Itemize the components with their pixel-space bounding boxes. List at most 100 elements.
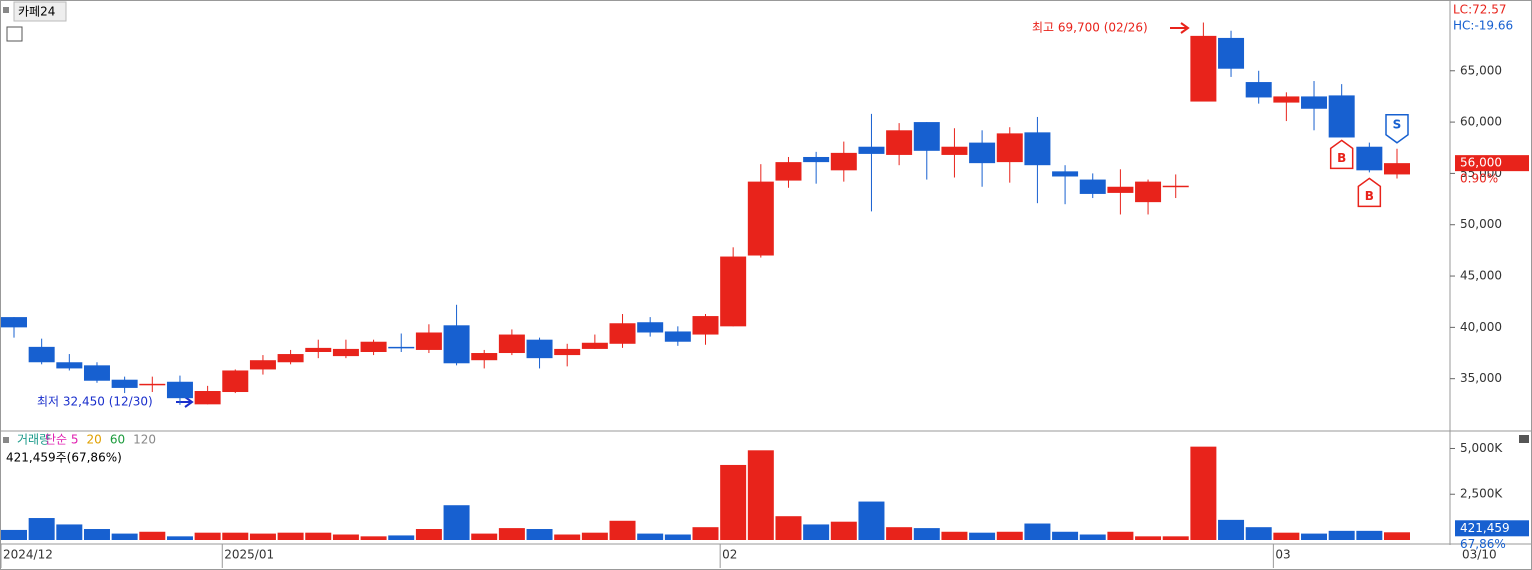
volume-bar — [1190, 446, 1217, 540]
hc-label: HC:-19.66 — [1453, 19, 1513, 33]
candle-body — [388, 346, 415, 349]
volume-bar — [1384, 532, 1410, 540]
volume-bar — [1024, 523, 1051, 540]
volume-title: 거래량 — [17, 433, 50, 447]
candle-body — [1301, 96, 1328, 109]
volume-bar — [332, 534, 359, 540]
candle-body — [637, 322, 664, 333]
volume-bar — [305, 532, 332, 540]
candle-body — [305, 347, 332, 352]
candle-body — [139, 383, 166, 386]
candle-body — [360, 341, 387, 352]
legend-entry: 120 — [133, 433, 156, 447]
candle-body — [443, 325, 470, 364]
volume-bar — [720, 464, 747, 540]
candle-body — [1384, 163, 1410, 175]
candle-body — [1273, 96, 1300, 103]
date-label: 03/10 — [1462, 548, 1497, 562]
candle-body — [996, 133, 1023, 163]
volume-bar — [222, 532, 249, 540]
last-volume-label: 421,459 — [1460, 521, 1510, 535]
candle-body — [858, 146, 885, 154]
y-tick-label: 35,000 — [1460, 371, 1502, 385]
volume-bar — [996, 531, 1023, 540]
candle-body — [166, 381, 193, 399]
title-box — [13, 1, 67, 22]
candle-body — [581, 342, 608, 349]
volume-info: 421,459주(67,86%) — [6, 451, 122, 465]
candle-body — [1328, 95, 1355, 138]
volume-bar — [471, 533, 498, 540]
x-tick-label: 2024/12 — [3, 548, 53, 562]
candle-body — [83, 365, 110, 381]
volume-bar — [1273, 532, 1300, 540]
candle-body — [692, 316, 719, 335]
candle-body — [1052, 171, 1079, 177]
signal-marker — [1385, 114, 1409, 144]
signal-label: B — [1337, 151, 1346, 165]
legend-entry: 단순 5 — [45, 433, 79, 447]
volume-bar — [913, 528, 940, 540]
volume-bar — [858, 501, 885, 540]
signal-marker — [1329, 139, 1354, 170]
volume-bar — [886, 527, 913, 540]
volume-bar — [388, 535, 415, 540]
high-arrow — [1170, 22, 1190, 34]
candle-body — [1135, 181, 1162, 203]
candle-body — [526, 339, 553, 359]
panel-button[interactable] — [1519, 435, 1529, 443]
candle-body — [1162, 185, 1189, 188]
ratio-label: 67,86% — [1460, 537, 1506, 551]
signal-label: B — [1365, 189, 1374, 203]
volume-bar — [1218, 519, 1245, 540]
volume-bar — [609, 520, 636, 540]
volume-bar — [1, 529, 27, 540]
x-tick-label: 2025/01 — [224, 548, 274, 562]
table-icon[interactable] — [6, 26, 23, 42]
signal-marker — [1357, 177, 1382, 208]
last-price-box — [1455, 155, 1529, 172]
volume-bar — [830, 521, 857, 540]
candle-body — [775, 162, 802, 181]
volume-bar — [554, 534, 581, 540]
candle-body — [747, 181, 774, 256]
volume-bar — [969, 532, 996, 540]
high-annotation: 최고 69,700 (02/26) — [1032, 21, 1148, 35]
candle-body — [222, 370, 249, 393]
y-tick-label: 2,500K — [1460, 487, 1503, 501]
candle-body — [1218, 37, 1245, 69]
volume-bar — [28, 518, 55, 540]
candle-body — [941, 146, 968, 155]
legend-entry: 20 — [87, 433, 102, 447]
volume-bar — [1356, 530, 1383, 540]
y-tick-label: 60,000 — [1460, 115, 1502, 129]
candle-body — [28, 346, 55, 363]
icon — [3, 7, 9, 13]
volume-bar — [941, 531, 968, 540]
volume-bar — [1052, 531, 1079, 540]
volume-bar — [747, 450, 774, 540]
candle-body — [830, 152, 857, 171]
volume-bar — [637, 533, 664, 540]
candle-body — [720, 256, 747, 327]
candle-body — [1245, 82, 1272, 98]
candle-body — [1107, 186, 1134, 193]
volume-bar — [775, 516, 802, 540]
candle-body — [609, 323, 636, 344]
volume-bar — [194, 532, 221, 540]
signal-label: S — [1393, 117, 1402, 131]
y-tick-label: 45,000 — [1460, 269, 1502, 283]
volume-bar — [166, 536, 193, 540]
y-tick-label: 50,000 — [1460, 217, 1502, 231]
volume-bar — [83, 529, 110, 540]
volume-bar — [1107, 531, 1134, 540]
volume-bar — [415, 529, 442, 540]
volume-bar — [692, 527, 719, 540]
candle-body — [56, 362, 83, 369]
x-tick-label: 02 — [722, 548, 737, 562]
volume-bar — [1328, 530, 1355, 540]
volume-bar — [498, 528, 525, 540]
volume-bar — [1162, 536, 1189, 540]
candle-body — [1024, 132, 1051, 166]
